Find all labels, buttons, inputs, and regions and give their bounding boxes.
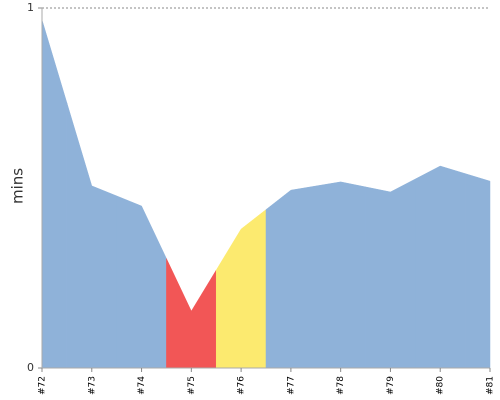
x-tick-label: #81 bbox=[486, 376, 496, 395]
area-segment bbox=[116, 195, 167, 369]
area-segment bbox=[41, 19, 68, 369]
x-tick-label: #77 bbox=[286, 376, 296, 395]
y-tick-label: 1 bbox=[27, 1, 34, 14]
area-segment bbox=[365, 178, 416, 369]
x-tick-label: #75 bbox=[187, 376, 197, 395]
area-segment bbox=[464, 173, 491, 369]
area-segment bbox=[265, 185, 317, 369]
x-tick-label: #79 bbox=[386, 376, 396, 395]
area-segment bbox=[415, 165, 466, 369]
y-tick-label: 0 bbox=[27, 361, 34, 374]
area-segment bbox=[315, 181, 366, 369]
x-tick-label: #76 bbox=[237, 376, 247, 395]
area-segment bbox=[166, 258, 217, 369]
x-tick-label: #80 bbox=[436, 376, 446, 395]
y-axis-label: mins bbox=[9, 168, 27, 204]
x-tick-label: #72 bbox=[38, 376, 48, 395]
x-tick-label: #74 bbox=[137, 376, 147, 395]
area-segment bbox=[66, 102, 117, 369]
area-segment bbox=[215, 209, 267, 369]
x-tick-label: #73 bbox=[87, 376, 97, 395]
x-tick-label: #78 bbox=[336, 376, 346, 395]
